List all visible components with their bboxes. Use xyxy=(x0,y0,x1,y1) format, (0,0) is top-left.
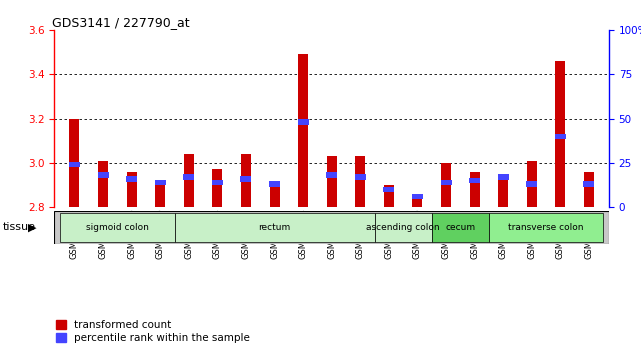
Bar xyxy=(212,170,222,207)
Text: GDS3141 / 227790_at: GDS3141 / 227790_at xyxy=(52,16,189,29)
Bar xyxy=(240,176,251,182)
Bar xyxy=(174,213,374,241)
Text: cecum: cecum xyxy=(445,223,476,232)
Bar xyxy=(470,172,479,207)
Bar xyxy=(60,213,174,241)
Text: sigmoid colon: sigmoid colon xyxy=(86,223,149,232)
Bar xyxy=(384,185,394,207)
Bar xyxy=(555,133,566,139)
Bar xyxy=(440,179,451,185)
Bar xyxy=(212,179,223,185)
Bar xyxy=(183,174,194,180)
Bar xyxy=(584,172,594,207)
Bar xyxy=(154,179,166,185)
Text: tissue: tissue xyxy=(3,222,36,232)
Bar xyxy=(355,174,366,180)
Bar xyxy=(583,181,594,187)
Bar xyxy=(297,119,308,125)
Bar xyxy=(526,181,537,187)
Bar xyxy=(412,198,422,207)
Bar xyxy=(497,174,509,180)
Bar xyxy=(241,154,251,207)
Text: transverse colon: transverse colon xyxy=(508,223,584,232)
Bar xyxy=(98,161,108,207)
Bar xyxy=(298,55,308,207)
Bar xyxy=(127,172,137,207)
Text: ▶: ▶ xyxy=(28,222,37,232)
Bar xyxy=(327,156,337,207)
Bar xyxy=(184,154,194,207)
Bar xyxy=(412,194,423,199)
Bar xyxy=(441,163,451,207)
Bar xyxy=(97,172,108,178)
Bar xyxy=(269,181,280,187)
Legend: transformed count, percentile rank within the sample: transformed count, percentile rank withi… xyxy=(56,320,250,343)
Text: ascending colon: ascending colon xyxy=(367,223,440,232)
Text: rectum: rectum xyxy=(258,223,290,232)
Bar xyxy=(270,187,279,207)
Bar xyxy=(374,213,432,241)
Bar xyxy=(469,178,480,183)
Bar xyxy=(383,187,394,192)
Bar xyxy=(69,162,80,167)
Bar xyxy=(489,213,603,241)
Bar xyxy=(432,213,489,241)
Bar xyxy=(155,181,165,207)
Bar xyxy=(126,176,137,182)
Bar xyxy=(326,172,337,178)
Bar xyxy=(555,61,565,207)
Bar xyxy=(355,156,365,207)
Bar xyxy=(69,119,79,207)
Bar xyxy=(498,178,508,207)
Bar xyxy=(527,161,537,207)
